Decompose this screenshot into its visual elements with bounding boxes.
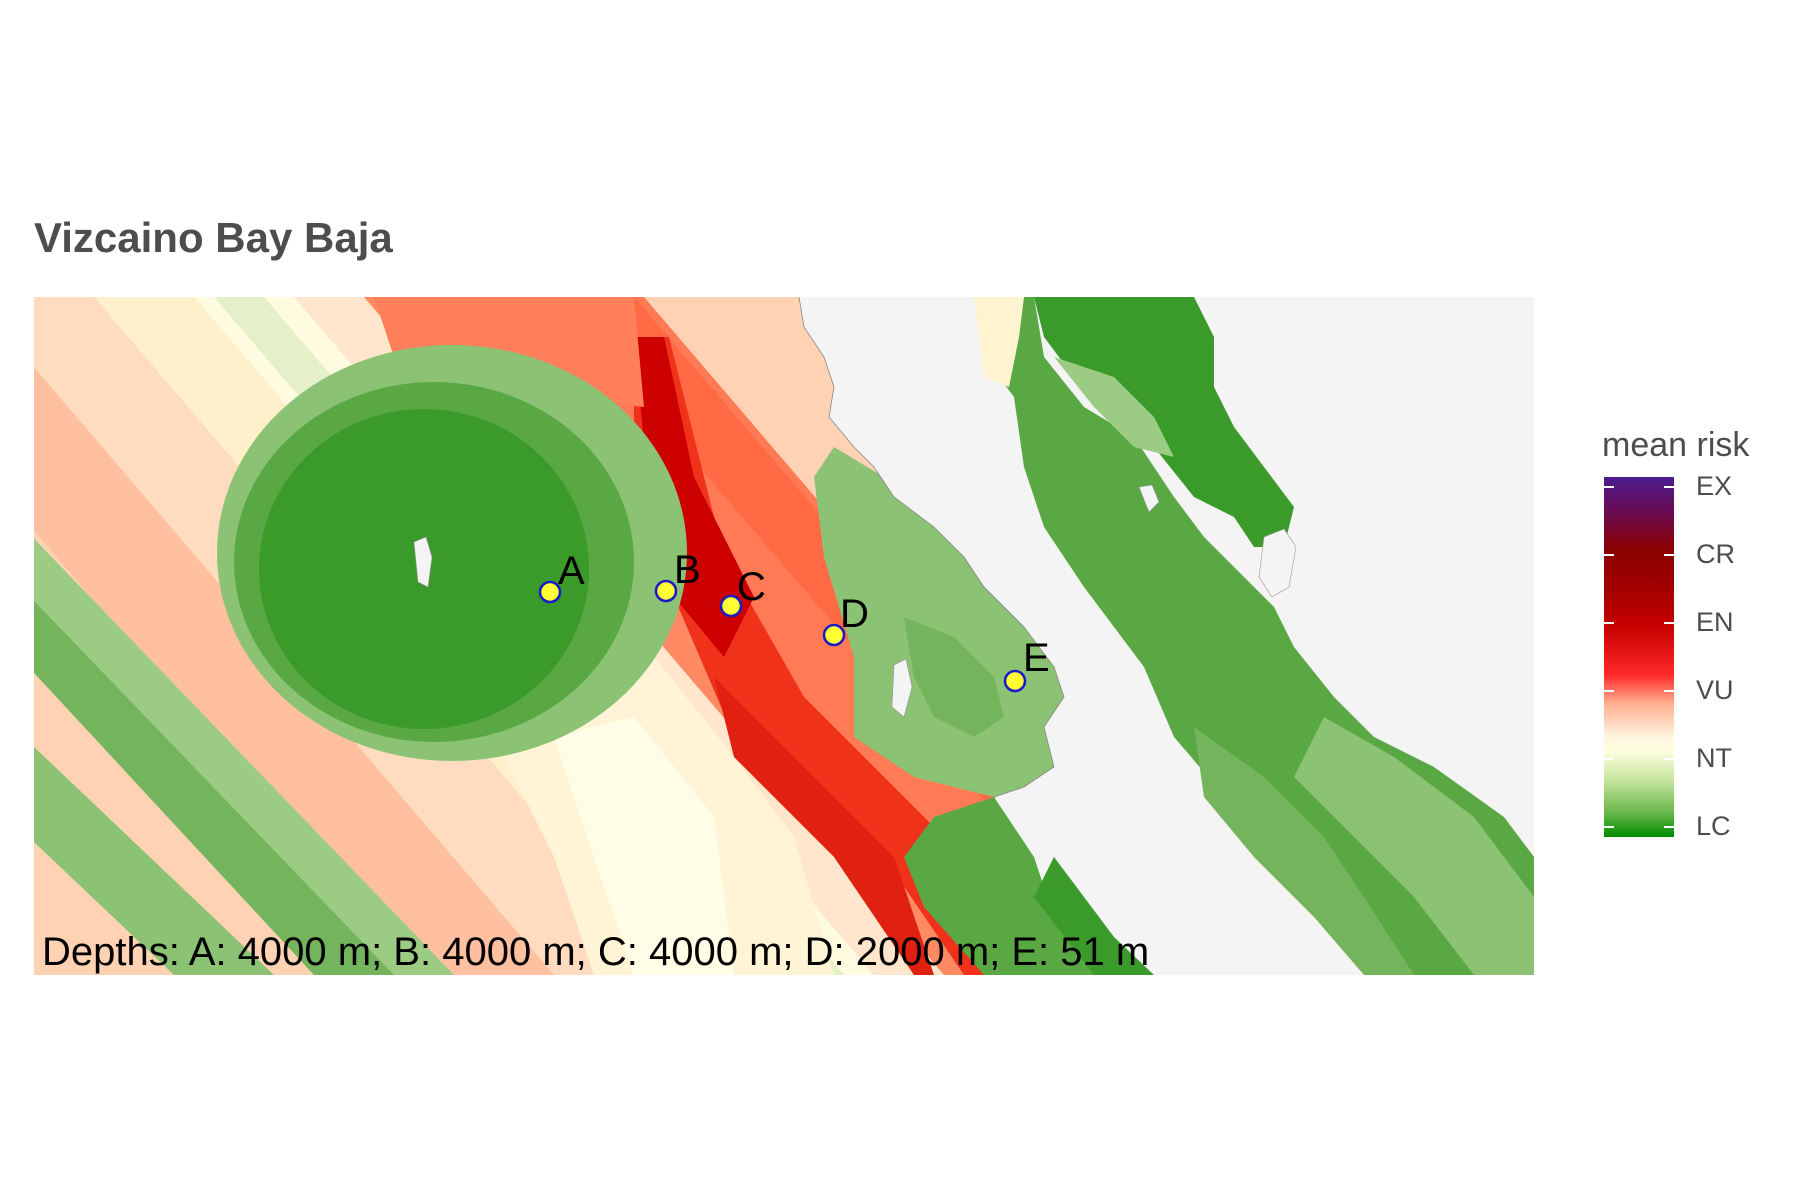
site-markers: A B C D E [538,548,1050,693]
legend-colorbar [1604,477,1674,837]
site-label-a: A [558,549,585,593]
site-label-d: D [840,592,869,636]
legend-tick-right [1664,554,1674,556]
legend-tick-right [1664,622,1674,624]
legend-tick-right [1664,758,1674,760]
legend-label-lc: LC [1696,811,1731,841]
legend-tick-right [1664,826,1674,828]
legend-tick-right [1664,486,1674,488]
site-label-c: C [737,565,766,609]
legend-label-vu: VU [1696,675,1734,705]
gulf-shelf [974,297,1534,975]
site-label-b: B [674,548,701,592]
legend-tick-left [1604,826,1614,828]
legend-tick-left [1604,690,1614,692]
map-title: Vizcaino Bay Baja [34,214,393,261]
site-label-e: E [1023,636,1050,680]
legend-title: mean risk [1602,426,1750,464]
legend-label-nt: NT [1696,743,1732,773]
site-marker-e [1003,669,1027,693]
legend-tick-left [1604,622,1614,624]
legend-label-cr: CR [1696,539,1735,569]
ocean-risk-field [34,297,1134,975]
site-marker-b [654,579,678,603]
legend-label-en: EN [1696,607,1734,637]
site-marker-d [822,623,846,647]
legend-tick-left [1604,758,1614,760]
depth-caption: Depths: A: 4000 m; B: 4000 m; C: 4000 m;… [42,930,1149,974]
legend-tick-left [1604,554,1614,556]
site-marker-c [719,594,743,618]
legend-tick-right [1664,690,1674,692]
south-shelf [904,797,1104,975]
legend-label-ex: EX [1696,471,1733,501]
risk-map: A B C D E Depths: A: 4000 m; B: 4000 m; C: 4… [34,297,1534,975]
legend-tick-left [1604,486,1614,488]
site-marker-a [538,580,562,604]
